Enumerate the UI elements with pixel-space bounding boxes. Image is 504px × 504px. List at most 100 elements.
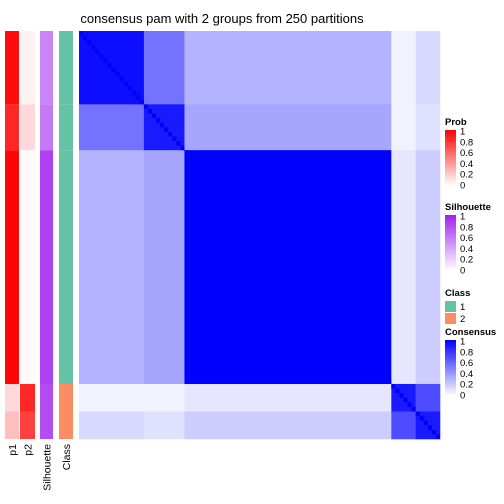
legend-title-class: Class [445,288,470,299]
consensus-block [184,31,392,105]
column-label-class: Class [61,444,73,470]
consensus-diagonal-cell [229,200,234,206]
consensus-diagonal-cell [180,145,185,151]
consensus-diagonal-cell [233,205,238,210]
consensus-diagonal-cell [241,214,246,219]
consensus-diagonal-cell [212,182,217,187]
silhouette-cell [40,411,53,439]
consensus-diagonal-cell [395,388,400,394]
consensus-diagonal-cell [257,232,262,238]
p2-cell [20,411,35,439]
consensus-diagonal-cell [306,287,311,293]
legend-tick-label: 0.4 [460,159,473,170]
legend-item-label: 1 [460,302,465,313]
consensus-diagonal-cell [103,58,108,64]
consensus-diagonal-cell [269,246,274,252]
p2-cell [20,150,35,384]
consensus-diagonal-cell [289,269,294,274]
consensus-diagonal-cell [156,118,161,123]
consensus-diagonal-cell [419,416,424,421]
consensus-diagonal-cell [265,241,270,247]
legend-colorbar-silhouette [445,215,456,271]
consensus-diagonal-cell [208,177,213,183]
consensus-diagonal-cell [277,255,282,261]
consensus-block [143,150,185,385]
legend-tick-label: 0.8 [460,137,473,148]
consensus-block [184,411,392,440]
legend-item-label: 2 [460,314,465,325]
legend-title-silhouette: Silhouette [445,202,491,213]
consensus-diagonal-cell [334,319,339,325]
consensus-diagonal-cell [253,228,258,233]
consensus-block [184,104,392,151]
consensus-diagonal-cell [342,328,347,334]
consensus-diagonal-cell [310,292,315,297]
consensus-diagonal-cell [391,383,396,389]
consensus-diagonal-cell [131,90,136,96]
legend-tick-label: 1 [460,337,465,348]
consensus-diagonal-cell [435,434,440,439]
annotation-columns [5,31,73,439]
consensus-block [415,150,441,385]
consensus-diagonal-cell [273,251,278,256]
consensus-diagonal-cell [387,379,392,384]
consensus-block [143,383,185,412]
consensus-diagonal-cell [147,108,153,114]
legend-tick-label: 0.6 [460,233,473,244]
consensus-diagonal-cell [249,223,254,229]
consensus-diagonal-cell [99,53,104,59]
consensus-diagonal-cell [362,351,367,357]
p1-cell [5,411,19,439]
consensus-diagonal-cell [346,333,351,339]
legend-tick-label: 0 [460,391,465,402]
consensus-block [391,150,416,385]
consensus-block [415,104,441,151]
consensus-diagonal-cell [168,131,173,137]
legend-title-prob: Prob [445,117,467,128]
legend-tick-label: 0 [460,181,465,192]
p2-cell [20,31,35,105]
legend-tick-label: 1 [460,212,465,223]
silhouette-cell [40,383,53,412]
consensus-diagonal-cell [411,406,416,412]
consensus-diagonal-cell [188,154,193,160]
consensus-matrix [79,31,441,440]
p2-cell [20,104,35,151]
legend-title-consensus: Consensus [445,327,496,338]
p2-cell [20,383,35,412]
consensus-diagonal-cell [415,411,420,417]
class-cell [59,31,73,105]
legend-tick-label: 0.4 [460,244,473,255]
legend-tick-label: 0.8 [460,347,473,358]
consensus-diagonal-cell [143,104,148,109]
consensus-diagonal-cell [423,420,428,426]
consensus-diagonal-cell [245,218,250,224]
class-cell [59,104,73,151]
silhouette-cell [40,31,53,105]
consensus-diagonal-cell [79,31,84,36]
class-cell [59,150,73,384]
legend-tick-label: 0.8 [460,222,473,233]
consensus-diagonal-cell [196,163,201,169]
consensus-diagonal-cell [111,67,116,73]
consensus-block [391,411,416,440]
consensus-diagonal-cell [152,113,157,119]
consensus-diagonal-cell [261,237,266,242]
consensus-diagonal-cell [123,81,128,87]
consensus-diagonal-cell [192,159,197,164]
consensus-diagonal-cell [322,306,327,311]
consensus-diagonal-cell [225,196,230,201]
consensus-diagonal-cell [407,402,412,407]
legend-swatch-class-1 [445,301,456,312]
consensus-diagonal-cell [431,429,436,435]
consensus-diagonal-cell [358,347,363,352]
consensus-diagonal-cell [119,76,124,82]
consensus-diagonal-cell [293,273,299,279]
legend-tick-label: 0.2 [460,380,473,391]
consensus-diagonal-cell [220,191,226,197]
chart-title: consensus pam with 2 groups from 250 par… [80,11,364,26]
silhouette-cell [40,150,53,384]
consensus-diagonal-cell [83,35,88,41]
annotation-column-labels: p1 p2 Silhouette Class [7,444,73,491]
